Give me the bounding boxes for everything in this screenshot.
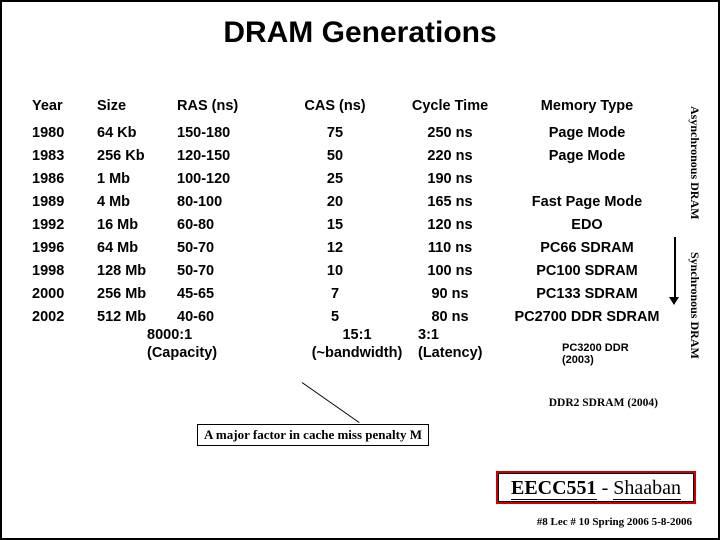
cell-year: 1989 — [32, 191, 87, 214]
ratio-latency: 3:1 (Latency) — [418, 326, 482, 362]
cell-cas: 7 — [290, 283, 380, 306]
cell-cycle: 165 ns — [400, 191, 500, 214]
cell-year: 1980 — [32, 122, 87, 145]
cell-size: 1 Mb — [97, 168, 167, 191]
cell-ras: 60-80 — [177, 214, 267, 237]
ratio-bandwidth: 15:1 (~bandwidth) — [292, 326, 422, 362]
ratio-capacity: 8000:1 (Capacity) — [147, 326, 217, 362]
col-cas: CAS (ns) 75 50 25 20 15 12 10 7 5 — [290, 98, 380, 329]
cell-mem: Fast Page Mode — [502, 191, 672, 214]
cell-mem: EDO — [502, 214, 672, 237]
connector-line-icon — [302, 382, 360, 423]
cell-mem: PC133 SDRAM — [502, 283, 672, 306]
header-year: Year — [32, 98, 87, 114]
header-cycle: Cycle Time — [400, 98, 500, 114]
cell-ras: 50-70 — [177, 237, 267, 260]
cell-mem: Page Mode — [502, 145, 672, 168]
cell-cycle: 100 ns — [400, 260, 500, 283]
ratio-latency-value: 3:1 — [418, 326, 482, 344]
ratio-bandwidth-label: (~bandwidth) — [292, 344, 422, 362]
header-cas: CAS (ns) — [290, 98, 380, 114]
cell-size: 64 Kb — [97, 122, 167, 145]
cell-cycle: 190 ns — [400, 168, 500, 191]
cell-cycle: 250 ns — [400, 122, 500, 145]
cell-mem: PC100 SDRAM — [502, 260, 672, 283]
cell-cas: 50 — [290, 145, 380, 168]
course-box: EECC551 - Shaaban — [496, 471, 696, 504]
cell-size: 256 Kb — [97, 145, 167, 168]
ratio-capacity-label: (Capacity) — [147, 344, 217, 362]
cell-cas: 25 — [290, 168, 380, 191]
course-box-inner: EECC551 - Shaaban — [498, 473, 694, 502]
cell-size: 4 Mb — [97, 191, 167, 214]
course-code: EECC551 — [511, 477, 597, 500]
cell-cas: 15 — [290, 214, 380, 237]
col-size: Size 64 Kb 256 Kb 1 Mb 4 Mb 16 Mb 64 Mb … — [97, 98, 167, 329]
slide-footer: #8 Lec # 10 Spring 2006 5-8-2006 — [537, 516, 692, 528]
cell-year: 1996 — [32, 237, 87, 260]
side-label-async: Asynchronous DRAM — [687, 106, 702, 219]
cell-cas: 12 — [290, 237, 380, 260]
course-sep: - — [597, 477, 614, 499]
cell-cycle: 90 ns — [400, 283, 500, 306]
cell-year: 2000 — [32, 283, 87, 306]
col-cycle: Cycle Time 250 ns 220 ns 190 ns 165 ns 1… — [400, 98, 500, 329]
cell-year: 1998 — [32, 260, 87, 283]
cell-ras: 80-100 — [177, 191, 267, 214]
course-instructor: Shaaban — [613, 477, 681, 500]
cell-cas: 75 — [290, 122, 380, 145]
col-memory-type: Memory Type Page Mode Page Mode Fast Pag… — [502, 98, 672, 329]
col-ras: RAS (ns) 150-180 120-150 100-120 80-100 … — [177, 98, 267, 329]
cell-ras: 120-150 — [177, 145, 267, 168]
cell-year: 1986 — [32, 168, 87, 191]
col-year: Year 1980 1983 1986 1989 1992 1996 1998 … — [32, 98, 87, 329]
cell-year: 2002 — [32, 306, 87, 329]
header-ras: RAS (ns) — [177, 98, 267, 114]
cell-ras: 50-70 — [177, 260, 267, 283]
cell-mem: PC66 SDRAM — [502, 237, 672, 260]
cell-cycle: 220 ns — [400, 145, 500, 168]
side-label-sync: Synchronous DRAM — [687, 252, 702, 359]
cell-ras: 100-120 — [177, 168, 267, 191]
callout-cache-miss: A major factor in cache miss penalty M — [197, 424, 429, 446]
pc3200-note: PC3200 DDR (2003) — [562, 342, 658, 366]
cell-cycle: 110 ns — [400, 237, 500, 260]
ddr2-note: DDR2 SDRAM (2004) — [549, 397, 658, 409]
slide-title: DRAM Generations — [2, 2, 718, 68]
cell-ras: 150-180 — [177, 122, 267, 145]
cell-year: 1992 — [32, 214, 87, 237]
cell-mem: Page Mode — [502, 122, 672, 145]
cell-ras: 45-65 — [177, 283, 267, 306]
ratio-bandwidth-value: 15:1 — [292, 326, 422, 344]
header-mem: Memory Type — [502, 98, 672, 114]
ratio-latency-label: (Latency) — [418, 344, 482, 362]
cell-size: 256 Mb — [97, 283, 167, 306]
header-size: Size — [97, 98, 167, 114]
cell-cas: 10 — [290, 260, 380, 283]
cell-size: 16 Mb — [97, 214, 167, 237]
cell-size: 64 Mb — [97, 237, 167, 260]
cell-cas: 20 — [290, 191, 380, 214]
cell-cycle: 120 ns — [400, 214, 500, 237]
cell-year: 1983 — [32, 145, 87, 168]
cell-mem: PC2700 DDR SDRAM — [502, 306, 672, 329]
cell-mem — [502, 168, 672, 191]
ratio-capacity-value: 8000:1 — [147, 326, 217, 344]
cell-size: 128 Mb — [97, 260, 167, 283]
